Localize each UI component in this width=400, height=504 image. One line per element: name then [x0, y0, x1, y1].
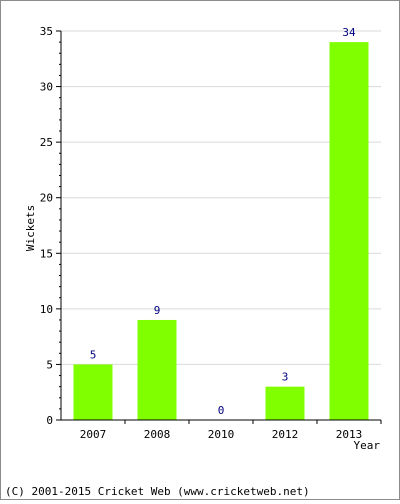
y-tick-label: 15 [40, 247, 53, 260]
x-tick-label: 2008 [144, 428, 171, 441]
bar-value-label: 34 [342, 26, 356, 39]
axis-layer [56, 30, 382, 424]
bar-2007 [73, 364, 113, 420]
y-tick-label: 20 [40, 192, 53, 205]
x-axis-label: Year [354, 439, 381, 452]
grid-layer [61, 30, 381, 365]
bar-value-label: 5 [90, 348, 97, 361]
x-tick-label: 2007 [80, 428, 107, 441]
bar-2013 [329, 42, 369, 420]
y-tick-label: 10 [40, 303, 53, 316]
bar-2008 [137, 319, 177, 420]
y-axis-label: Wickets [24, 205, 37, 251]
bars-layer [73, 42, 369, 420]
x-tick-label: 2012 [272, 428, 299, 441]
bar-value-label: 3 [282, 371, 289, 384]
labels-layer: 0 5 10 15 20 25 30 35 5 2007 9 2008 0 2010 3 2012 34 2013 [40, 25, 363, 441]
bar-2012 [265, 386, 305, 420]
x-tick-label: 2013 [336, 428, 363, 441]
x-tick-label: 2010 [208, 428, 235, 441]
bar-value-label: 0 [218, 404, 225, 417]
y-tick-label: 30 [40, 81, 53, 94]
y-tick-label: 5 [46, 358, 53, 371]
bar-value-label: 9 [154, 304, 161, 317]
y-tick-label: 25 [40, 136, 53, 149]
y-tick-label: 35 [40, 25, 53, 38]
copyright-footer: (C) 2001-2015 Cricket Web (www.cricketwe… [5, 485, 310, 498]
y-tick-label: 0 [46, 414, 53, 427]
